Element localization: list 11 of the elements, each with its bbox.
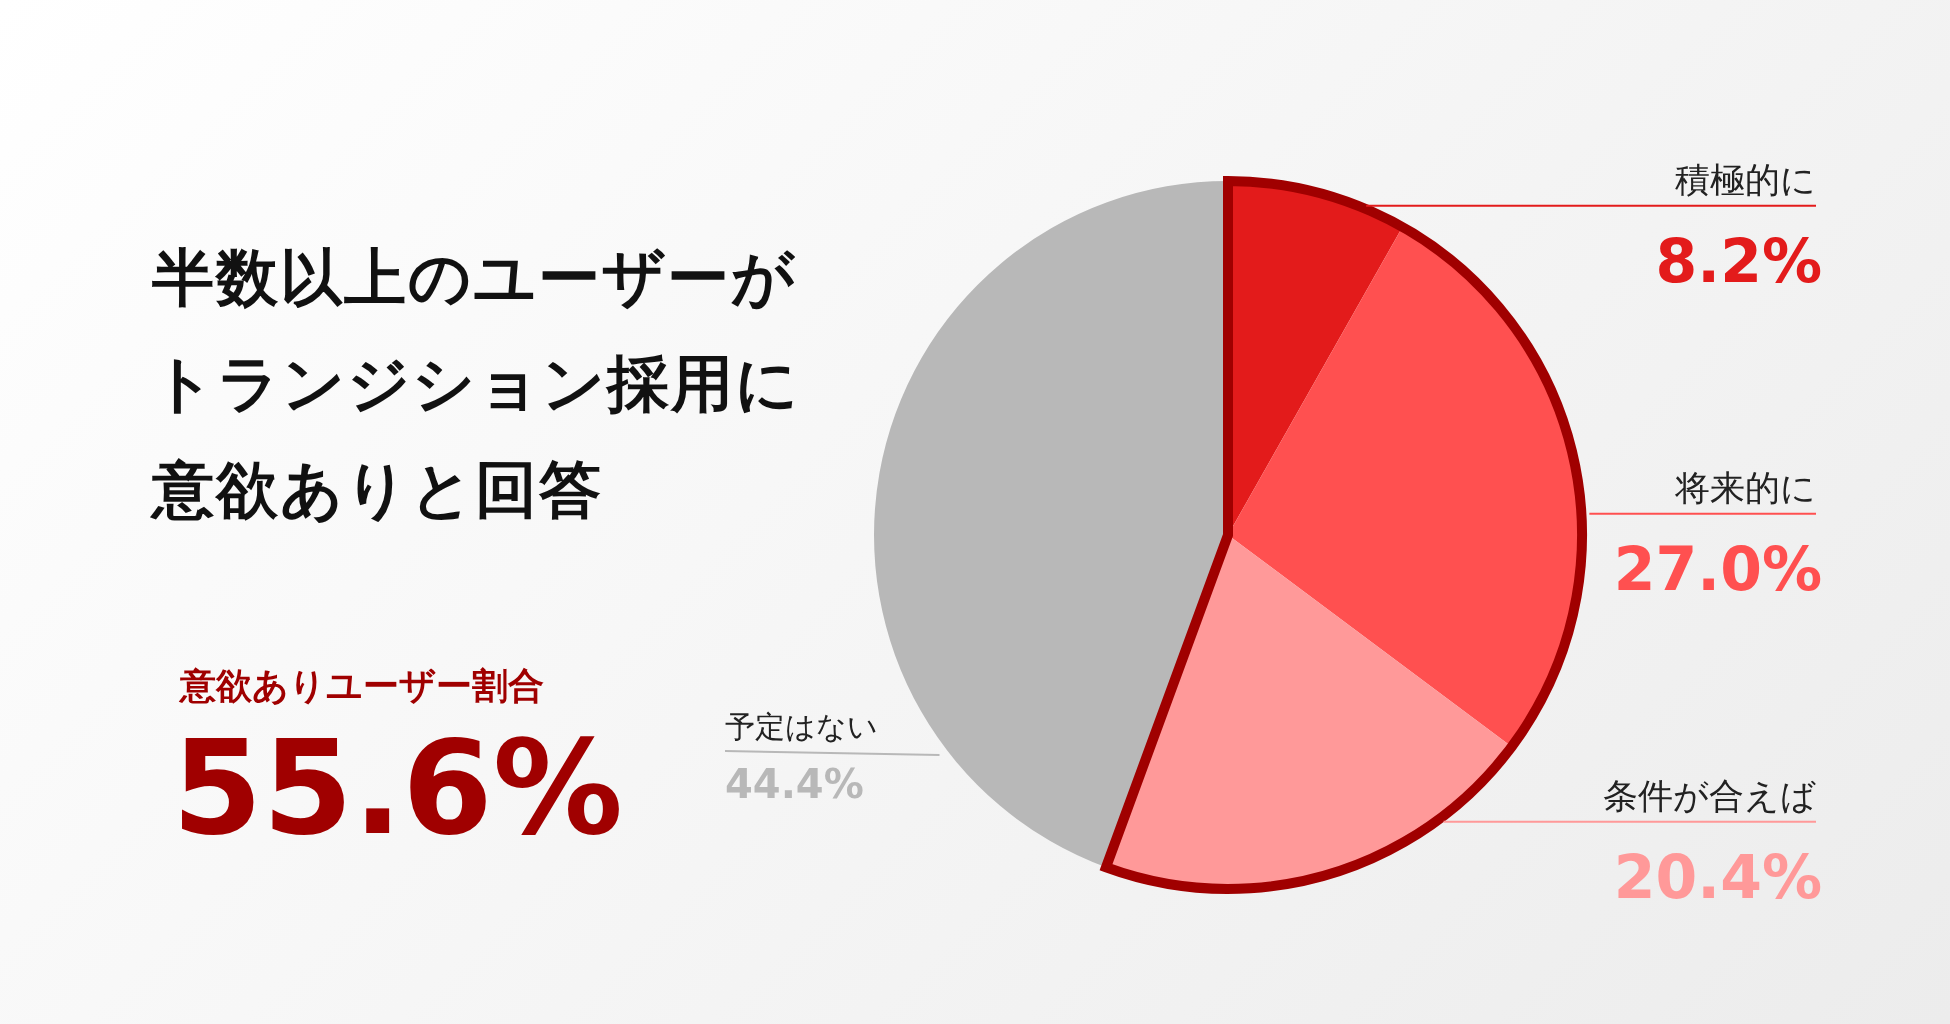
data-label: 44.4% <box>725 760 864 807</box>
text: 意欲ありユーザー割合 <box>180 664 544 708</box>
slice-label: 将来的に <box>1674 467 1816 508</box>
data-label: 27.0% <box>1613 533 1822 604</box>
text: 半数以上のユーザーがトランジション採用に意欲ありと回答 <box>152 240 801 528</box>
data-label: 8.2% <box>1655 225 1822 296</box>
text: 55.6% <box>172 712 624 864</box>
slice-label: 条件が合えば <box>1603 775 1816 816</box>
slice-label: 予定はない <box>725 708 878 744</box>
data-label: 20.4% <box>1613 841 1822 912</box>
slice-label: 積極的に <box>1675 159 1816 200</box>
